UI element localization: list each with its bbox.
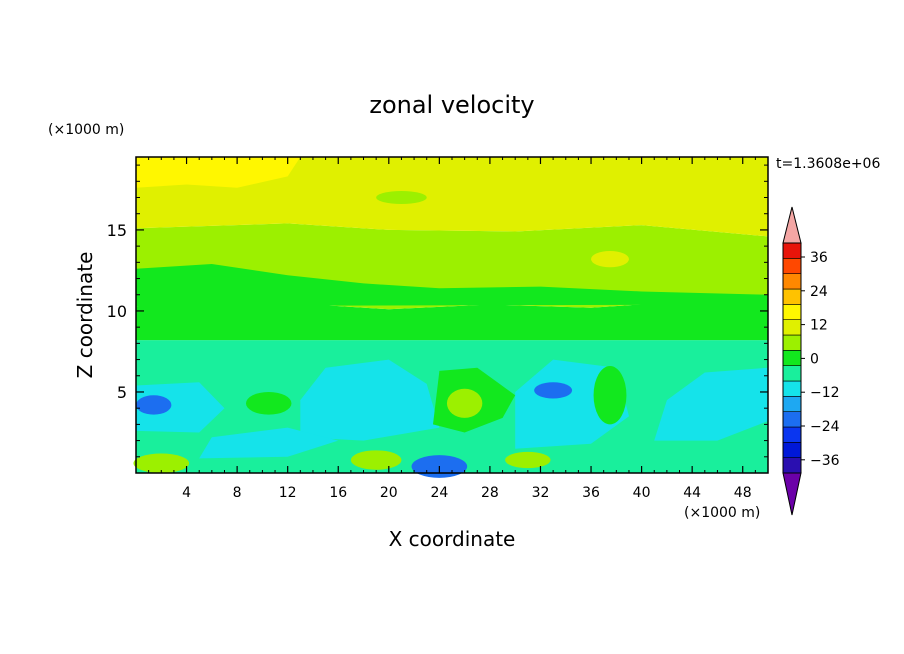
- colorbar-label: 36: [810, 250, 828, 266]
- colorbar: 36 24 12 0 −12 −24 −36: [782, 206, 840, 516]
- colorbar-swatch: [782, 288, 802, 305]
- colorbar-swatch: [782, 304, 802, 320]
- x-tick-label: 12: [279, 485, 297, 501]
- colorbar-swatch: [782, 411, 802, 428]
- colorbar-arrow-low: [782, 472, 802, 516]
- core-pos12-mid: [591, 250, 629, 268]
- y-axis: 5 10 15: [107, 164, 768, 458]
- chart-title: zonal velocity: [369, 91, 534, 119]
- core-pos6-centre: [446, 388, 483, 418]
- x-tick-label: 20: [380, 485, 398, 501]
- colorbar-swatch: [782, 396, 802, 412]
- colorbar-label: −12: [810, 385, 840, 401]
- core-pos0-right: [593, 366, 627, 425]
- x-tick-label: 24: [430, 485, 448, 501]
- velocity-field: [133, 157, 768, 478]
- x-tick-label: 16: [329, 485, 347, 501]
- colorbar-swatch: [782, 350, 802, 366]
- band-zero-upper: [136, 264, 768, 307]
- colorbar-swatch: [782, 242, 802, 259]
- core-pos6-bottom: [350, 450, 402, 470]
- x-tick-label: 48: [734, 485, 752, 501]
- y-tick-label: 10: [107, 302, 127, 321]
- patch-neg12-a: [300, 359, 440, 441]
- x-tick-label: 8: [233, 485, 242, 501]
- colorbar-swatch: [782, 273, 802, 290]
- patch-neg12-e: [654, 367, 768, 441]
- y-tick-label: 15: [107, 221, 127, 240]
- colorbar-label: −24: [810, 419, 840, 435]
- time-label: t=1.3608e+06: [776, 156, 880, 172]
- colorbar-label: 12: [810, 318, 828, 334]
- core-pos18-top: [136, 157, 301, 188]
- x-tick-label: 36: [582, 485, 600, 501]
- x-tick-label: 40: [633, 485, 651, 501]
- y-axis-title: Z coordinate: [73, 252, 97, 379]
- colorbar-arrow-high: [782, 206, 802, 244]
- colorbar-swatch: [782, 319, 802, 336]
- colorbar-label: −36: [810, 453, 840, 469]
- y-tick-label: 5: [117, 383, 127, 402]
- x-tick-label: 4: [182, 485, 191, 501]
- x-axis: 4 8 12 16 20 24 28 32 36 40 44 48: [148, 157, 756, 501]
- core-neg18-right: [534, 382, 573, 399]
- colorbar-swatch: [782, 258, 802, 274]
- colorbar-swatch: [782, 442, 802, 458]
- x-tick-label: 44: [683, 485, 701, 501]
- colorbar-swatch: [782, 380, 802, 397]
- patch-neg12-c: [136, 382, 225, 433]
- band-pos12: [136, 157, 768, 237]
- colorbar-swatch: [782, 334, 802, 351]
- band-zero: [136, 301, 768, 341]
- core-pos6-upper: [376, 191, 427, 204]
- colorbar-swatch: [782, 457, 802, 474]
- core-pos6-bottom2: [505, 451, 551, 469]
- x-tick-label: 28: [481, 485, 499, 501]
- core-pos0-left: [245, 391, 292, 415]
- core-neg18-left: [136, 395, 172, 415]
- y-unit-label: (×1000 m): [48, 122, 124, 138]
- colorbar-swatch: [782, 426, 802, 443]
- x-tick-label: 32: [532, 485, 550, 501]
- colorbar-label: 24: [810, 284, 828, 300]
- patch-neg12-d: [199, 427, 339, 459]
- colorbar-swatch: [782, 365, 802, 382]
- x-axis-title: X coordinate: [389, 527, 516, 551]
- colorbar-label: 0: [810, 351, 819, 367]
- x-unit-label: (×1000 m): [684, 505, 760, 521]
- core-pos12-upper: [572, 187, 636, 214]
- core-pos6-corner: [133, 453, 190, 473]
